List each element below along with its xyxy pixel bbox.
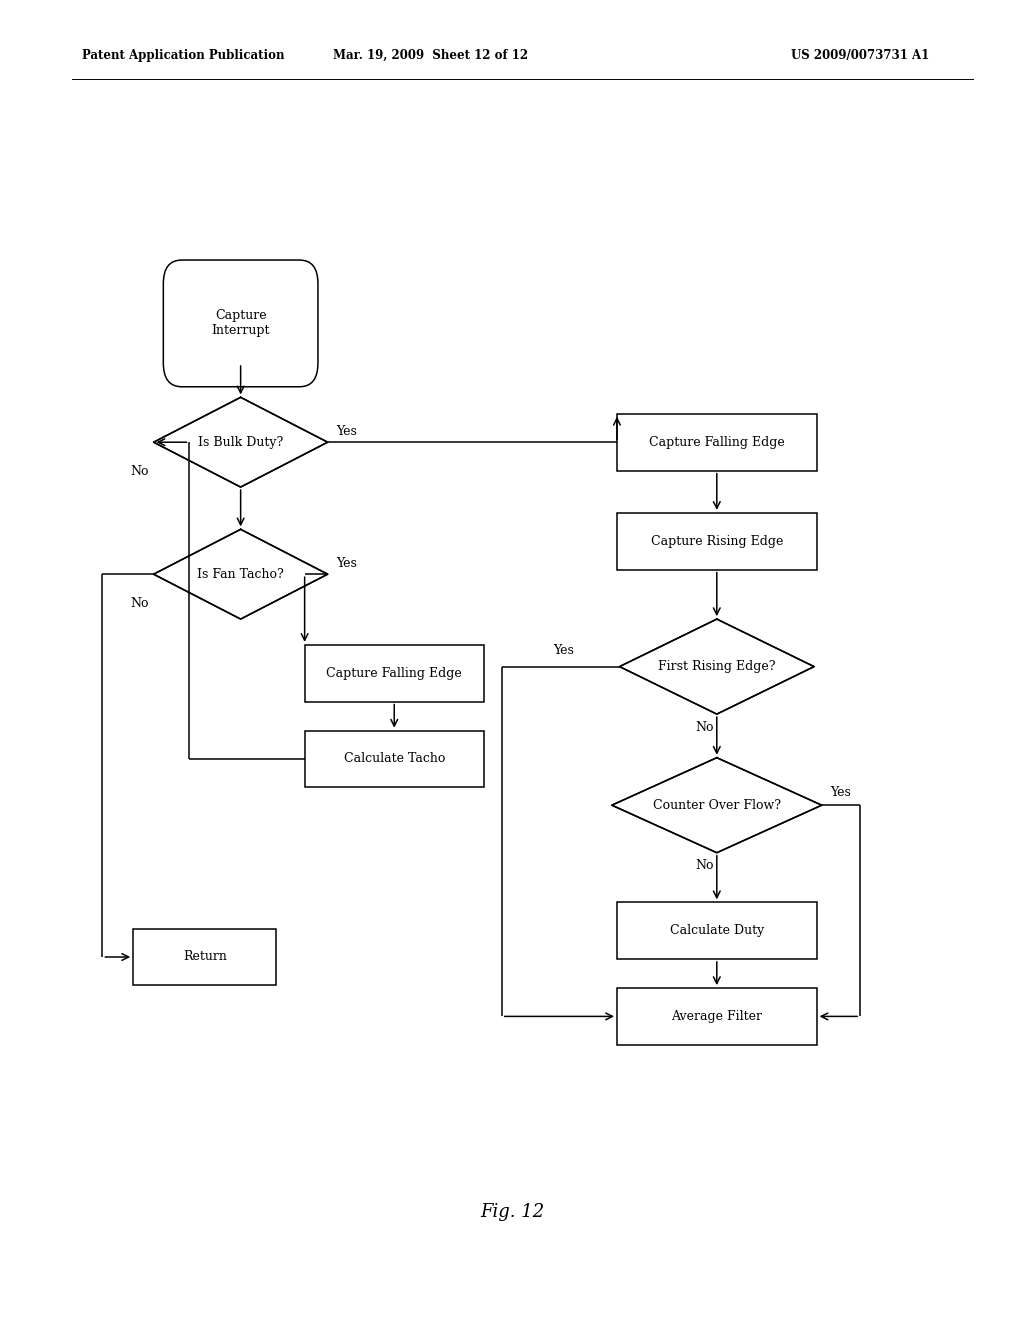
Bar bbox=[305, 645, 483, 702]
Bar bbox=[616, 903, 816, 958]
Text: No: No bbox=[695, 721, 714, 734]
Text: Yes: Yes bbox=[553, 644, 573, 657]
Text: Capture
Interrupt: Capture Interrupt bbox=[211, 309, 270, 338]
Text: Is Bulk Duty?: Is Bulk Duty? bbox=[198, 436, 284, 449]
Text: Capture Falling Edge: Capture Falling Edge bbox=[327, 667, 462, 680]
Polygon shape bbox=[611, 758, 821, 853]
Text: Yes: Yes bbox=[336, 425, 356, 438]
Text: No: No bbox=[130, 465, 148, 478]
FancyBboxPatch shape bbox=[164, 260, 317, 387]
Text: Capture Falling Edge: Capture Falling Edge bbox=[649, 436, 784, 449]
Bar bbox=[616, 512, 816, 570]
Text: Return: Return bbox=[183, 950, 226, 964]
Bar bbox=[133, 929, 276, 985]
Bar bbox=[616, 414, 816, 470]
Text: Capture Rising Edge: Capture Rising Edge bbox=[650, 535, 783, 548]
Text: No: No bbox=[695, 859, 714, 873]
Text: Patent Application Publication: Patent Application Publication bbox=[82, 49, 285, 62]
Polygon shape bbox=[620, 619, 814, 714]
Text: Calculate Duty: Calculate Duty bbox=[670, 924, 764, 937]
Bar bbox=[616, 987, 816, 1045]
Text: Yes: Yes bbox=[829, 785, 851, 799]
Text: Is Fan Tacho?: Is Fan Tacho? bbox=[198, 568, 284, 581]
Text: Yes: Yes bbox=[336, 557, 356, 570]
Text: US 2009/0073731 A1: US 2009/0073731 A1 bbox=[791, 49, 930, 62]
Text: Average Filter: Average Filter bbox=[672, 1010, 762, 1023]
Text: Mar. 19, 2009  Sheet 12 of 12: Mar. 19, 2009 Sheet 12 of 12 bbox=[333, 49, 527, 62]
Bar bbox=[305, 731, 483, 787]
Polygon shape bbox=[154, 397, 328, 487]
Text: Counter Over Flow?: Counter Over Flow? bbox=[653, 799, 780, 812]
Text: Calculate Tacho: Calculate Tacho bbox=[344, 752, 444, 766]
Text: No: No bbox=[130, 597, 148, 610]
Text: Fig. 12: Fig. 12 bbox=[480, 1203, 544, 1221]
Text: First Rising Edge?: First Rising Edge? bbox=[658, 660, 775, 673]
Polygon shape bbox=[154, 529, 328, 619]
